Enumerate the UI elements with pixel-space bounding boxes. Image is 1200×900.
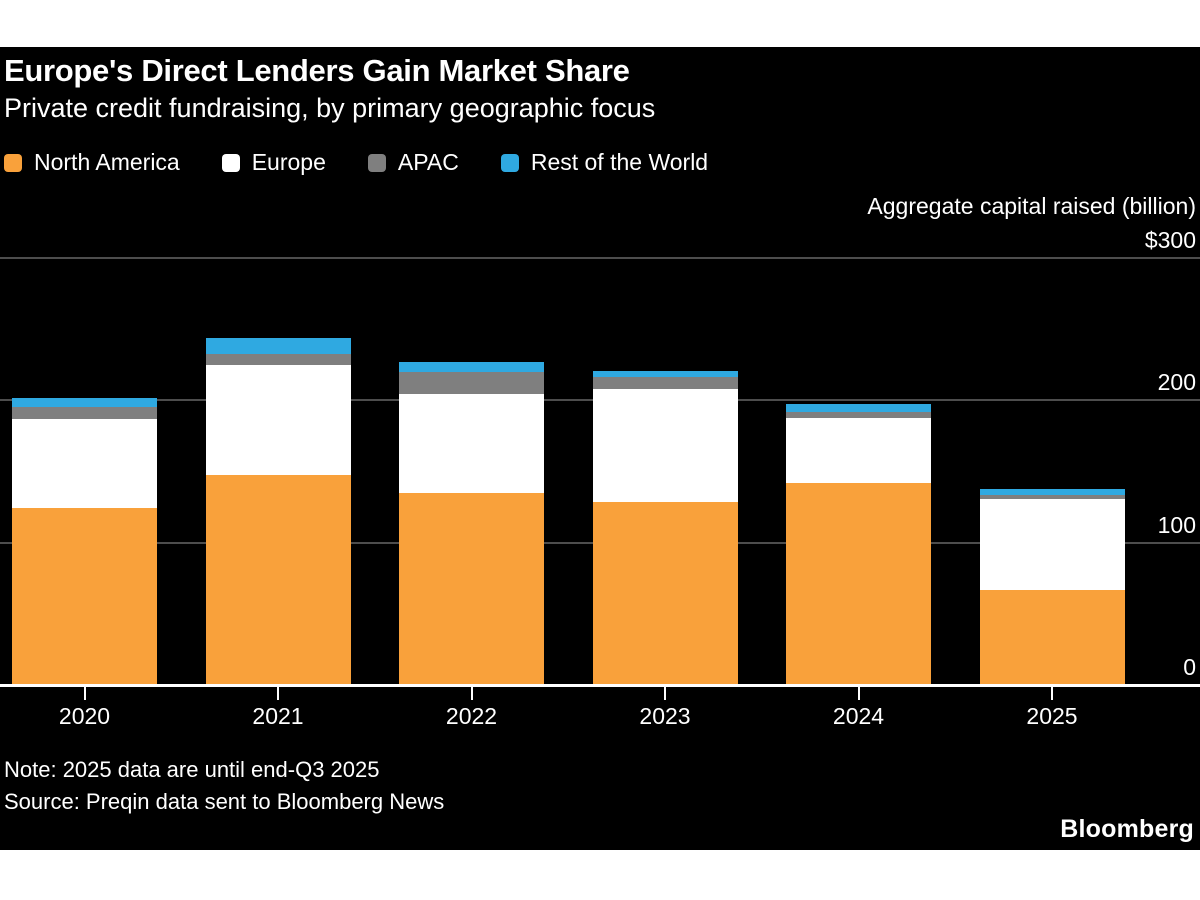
bar-2025 xyxy=(979,489,1125,684)
bar-segment-2021-rest-of-the-world xyxy=(205,338,351,354)
bar-2022 xyxy=(399,362,544,684)
bar-segment-2020-apac xyxy=(12,406,157,420)
bar-segment-2025-europe xyxy=(979,499,1125,591)
bar-2023 xyxy=(592,370,738,684)
bar-segment-2021-apac xyxy=(205,353,351,366)
chart-subtitle: Private credit fundraising, by primary g… xyxy=(4,93,656,123)
bar-segment-2023-rest-of-the-world xyxy=(592,370,738,377)
x-tick-2020 xyxy=(83,687,86,700)
bar-segment-2025-north-america xyxy=(979,590,1125,684)
legend-label: Rest of the World xyxy=(530,149,709,175)
legend-label: North America xyxy=(34,149,180,175)
chart-card: Europe's Direct Lenders Gain Market Shar… xyxy=(0,47,1200,850)
legend-item-europe: Europe xyxy=(221,149,326,176)
legend-item-apac: APAC xyxy=(367,149,459,176)
legend-item-north-america: North America xyxy=(4,149,180,176)
x-tick-2023 xyxy=(664,687,666,700)
bar-segment-2023-north-america xyxy=(592,501,738,684)
bar-segment-2020-rest-of-the-world xyxy=(12,398,157,407)
x-tick-label-2023: 2023 xyxy=(639,703,691,729)
bar-segment-2025-apac xyxy=(979,494,1125,500)
y-tick-label-100: 100 xyxy=(1157,511,1196,538)
bar-segment-2022-europe xyxy=(399,393,544,494)
chart-source: Source: Preqin data sent to Bloomberg Ne… xyxy=(4,789,445,814)
x-tick-label-2024: 2024 xyxy=(832,703,885,729)
x-tick-2025 xyxy=(1051,687,1053,700)
bar-segment-2022-north-america xyxy=(399,493,544,684)
bar-segment-2023-europe xyxy=(592,389,738,502)
bar-segment-2024-rest-of-the-world xyxy=(786,403,931,413)
legend: North America Europe APAC Rest of the Wo… xyxy=(4,149,708,176)
y-tick-label-0: 0 xyxy=(1183,654,1196,680)
bar-segment-2025-rest-of-the-world xyxy=(979,489,1125,495)
bar-segment-2022-rest-of-the-world xyxy=(399,362,544,373)
europe-swatch-icon xyxy=(221,153,240,172)
bar-segment-2020-europe xyxy=(12,419,157,508)
chart-title: Europe's Direct Lenders Gain Market Shar… xyxy=(4,53,630,88)
x-tick-2021 xyxy=(277,687,279,700)
bar-2020 xyxy=(12,398,157,684)
bar-2021 xyxy=(205,338,351,684)
bar-2024 xyxy=(786,403,931,684)
apac-swatch-icon xyxy=(367,153,386,172)
north-america-swatch-icon xyxy=(4,153,22,172)
bar-segment-2022-apac xyxy=(399,372,544,394)
x-tick-2022 xyxy=(470,687,473,700)
bar-segment-2020-north-america xyxy=(12,507,157,684)
legend-label: APAC xyxy=(397,149,459,175)
bar-segment-2024-apac xyxy=(786,412,931,418)
rest-of-world-swatch-icon xyxy=(500,153,519,172)
x-tick-label-2025: 2025 xyxy=(1026,703,1078,729)
gridline-300 xyxy=(0,257,1200,260)
x-tick-label-2022: 2022 xyxy=(445,703,498,729)
plot-area: 2020 2021 2022 2023 2024 2025 $300 200 100 0 xyxy=(0,47,1200,850)
bloomberg-logo: Bloomberg xyxy=(1060,815,1194,843)
chart-note: Note: 2025 data are until end-Q3 2025 xyxy=(4,757,380,782)
y-axis-title: Aggregate capital raised (billion) xyxy=(867,193,1196,219)
y-tick-label-300: $300 xyxy=(1144,227,1196,254)
x-axis-line xyxy=(0,684,1200,687)
legend-item-rest-of-world: Rest of the World xyxy=(500,149,709,176)
bar-segment-2023-apac xyxy=(592,376,738,390)
bar-segment-2021-europe xyxy=(205,365,351,475)
legend-label: Europe xyxy=(251,149,326,175)
bar-segment-2024-europe xyxy=(786,417,931,484)
x-tick-label-2020: 2020 xyxy=(58,703,111,729)
x-tick-2024 xyxy=(857,687,860,700)
x-tick-label-2021: 2021 xyxy=(252,703,304,729)
bar-segment-2024-north-america xyxy=(786,483,931,684)
y-tick-label-200: 200 xyxy=(1157,369,1196,396)
bar-segment-2021-north-america xyxy=(205,474,351,684)
